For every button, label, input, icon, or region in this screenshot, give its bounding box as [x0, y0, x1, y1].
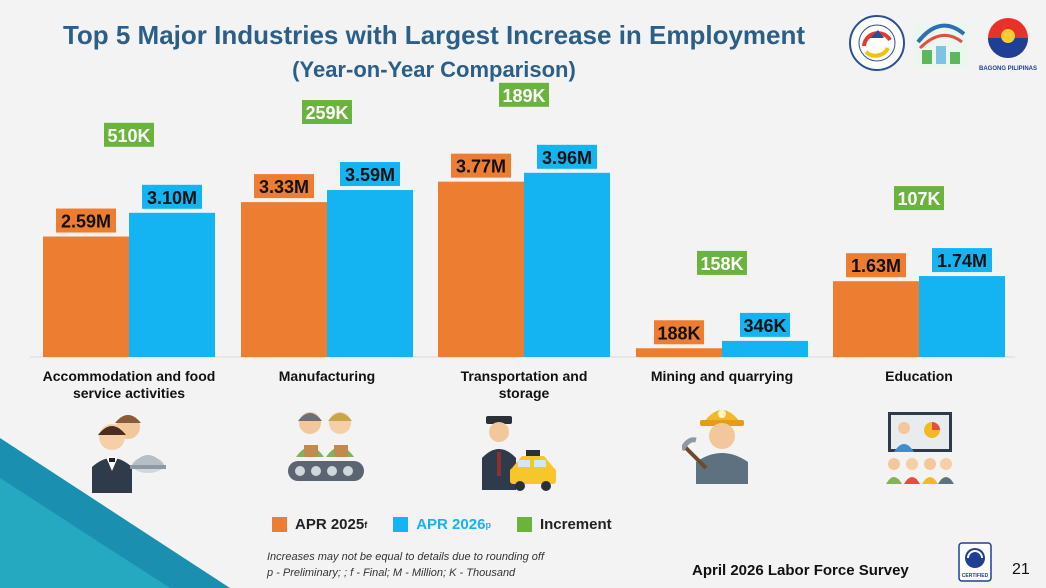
svg-text:CERTIFIED: CERTIFIED	[962, 573, 989, 579]
bar-apr-2025-mining-and-quarrying	[636, 348, 722, 357]
legend-swatch-increment	[516, 517, 532, 532]
bar-apr-2026-transportation-and-storage	[524, 172, 610, 357]
bar-apr-2025-education	[833, 281, 919, 357]
data-label-apr-2025-education-bg	[846, 253, 906, 278]
category-label-education: Education	[885, 368, 953, 384]
chart: 2.59M 3.10M 510K Accommodation and foodserv…	[30, 82, 1015, 401]
data-label-apr-2026-mining-and-quarrying-bg	[740, 312, 790, 337]
legend-swatch-apr-2025	[272, 517, 287, 532]
data-label-apr-2025-mining-and-quarrying-bg	[654, 320, 704, 345]
data-label-apr-2025-manufacturing: 3.33M	[259, 177, 309, 197]
bar-apr-2025-manufacturing	[241, 202, 327, 357]
corner-decoration	[0, 438, 230, 588]
data-label-apr-2025-transportation-and-storage-bg	[451, 153, 511, 178]
legend-sup-apr-2025: f	[364, 519, 368, 530]
increment-label-transportation-and-storage-bg	[499, 82, 549, 107]
waiter-icon	[92, 415, 166, 493]
psa-seal-icon	[849, 15, 905, 71]
data-label-apr-2026-manufacturing: 3.59M	[345, 165, 395, 185]
footnote-abbreviations: p - Preliminary; ; f - Final; M - Millio…	[267, 567, 516, 579]
data-label-apr-2025-education: 1.63M	[851, 256, 901, 276]
data-label-apr-2026-education: 1.74M	[937, 251, 987, 271]
legend-item-apr-2025: APR 2025 f	[272, 516, 367, 533]
teacher-classroom-icon	[886, 412, 954, 484]
category-label-accommodation-and-food-service-activities-line-2: service activities	[73, 385, 185, 401]
increment-label-mining-and-quarrying-bg	[697, 250, 747, 275]
bar-apr-2026-manufacturing	[327, 190, 413, 357]
category-label-transportation-and-storage-line-1: Transportation and	[461, 368, 588, 384]
certified-badge-icon: CERTIFIED	[958, 542, 992, 582]
bagong-pilipinas-logo-icon: BAGONG PILIPINAS	[979, 18, 1037, 72]
survey-name: April 2026 Labor Force Survey	[692, 562, 909, 579]
legend-label-increment: Increment	[539, 516, 612, 533]
data-label-apr-2025-transportation-and-storage: 3.77M	[456, 157, 506, 177]
legend-label-apr-2026: APR 2026	[416, 516, 486, 533]
bar-apr-2026-education	[919, 276, 1005, 357]
category-label-accommodation-and-food-service-activities-line-1: Accommodation and food	[43, 368, 216, 384]
bar-apr-2025-transportation-and-storage	[438, 181, 524, 357]
bar-apr-2025-accommodation-and-food-service-activities	[43, 236, 129, 357]
data-label-apr-2026-transportation-and-storage: 3.96M	[542, 148, 592, 168]
increment-label-mining-and-quarrying: 158K	[700, 254, 743, 274]
legend-label-apr-2025: APR 2025	[295, 516, 365, 533]
survey-logo-icon	[914, 22, 968, 68]
footnote-rounding: Increases may not be equal to details du…	[267, 551, 545, 563]
increment-label-manufacturing: 259K	[305, 103, 348, 123]
legend-item-increment: Increment	[516, 516, 612, 533]
svg-text:BAGONG PILIPINAS: BAGONG PILIPINAS	[979, 66, 1037, 72]
data-label-apr-2026-mining-and-quarrying: 346K	[743, 316, 786, 336]
taxi-driver-icon	[482, 416, 556, 491]
agency-logos: BAGONG PILIPINAS	[849, 15, 1037, 72]
footnotes: Increases may not be equal to details du…	[267, 549, 544, 581]
legend: APR 2025 f APR 2026 p Increment	[272, 516, 638, 533]
legend-swatch-apr-2026	[393, 517, 409, 532]
factory-workers-icon	[288, 412, 364, 481]
legend-item-apr-2026: APR 2026 p	[393, 516, 491, 533]
page-number: 21	[1012, 561, 1030, 578]
page-subtitle: (Year-on-Year Comparison)	[292, 57, 576, 82]
page-title: Top 5 Major Industries with Largest Incr…	[62, 20, 806, 50]
category-label-manufacturing: Manufacturing	[279, 368, 375, 384]
increment-label-accommodation-and-food-service-activities-bg	[104, 122, 154, 147]
data-label-apr-2026-accommodation-and-food-service-activities-bg	[142, 184, 202, 209]
bar-apr-2026-mining-and-quarrying	[722, 340, 808, 357]
data-label-apr-2025-manufacturing-bg	[254, 174, 314, 199]
bar-apr-2026-accommodation-and-food-service-activities	[129, 212, 215, 357]
category-label-transportation-and-storage-line-2: storage	[499, 385, 550, 401]
legend-sup-apr-2026: p	[485, 519, 491, 530]
data-label-apr-2026-transportation-and-storage-bg	[537, 144, 597, 169]
data-label-apr-2025-accommodation-and-food-service-activities: 2.59M	[61, 212, 111, 232]
data-label-apr-2026-accommodation-and-food-service-activities: 3.10M	[147, 188, 197, 208]
increment-label-education-bg	[894, 186, 944, 211]
increment-label-accommodation-and-food-service-activities: 510K	[107, 126, 150, 146]
increment-label-manufacturing-bg	[302, 100, 352, 125]
category-label-mining-and-quarrying: Mining and quarrying	[651, 368, 793, 384]
data-label-apr-2026-education-bg	[932, 248, 992, 273]
data-label-apr-2025-accommodation-and-food-service-activities-bg	[56, 208, 116, 233]
data-label-apr-2026-manufacturing-bg	[340, 162, 400, 187]
increment-label-transportation-and-storage: 189K	[502, 86, 545, 106]
data-label-apr-2025-mining-and-quarrying: 188K	[657, 323, 700, 343]
increment-label-education: 107K	[897, 189, 940, 209]
miner-icon	[682, 410, 748, 484]
